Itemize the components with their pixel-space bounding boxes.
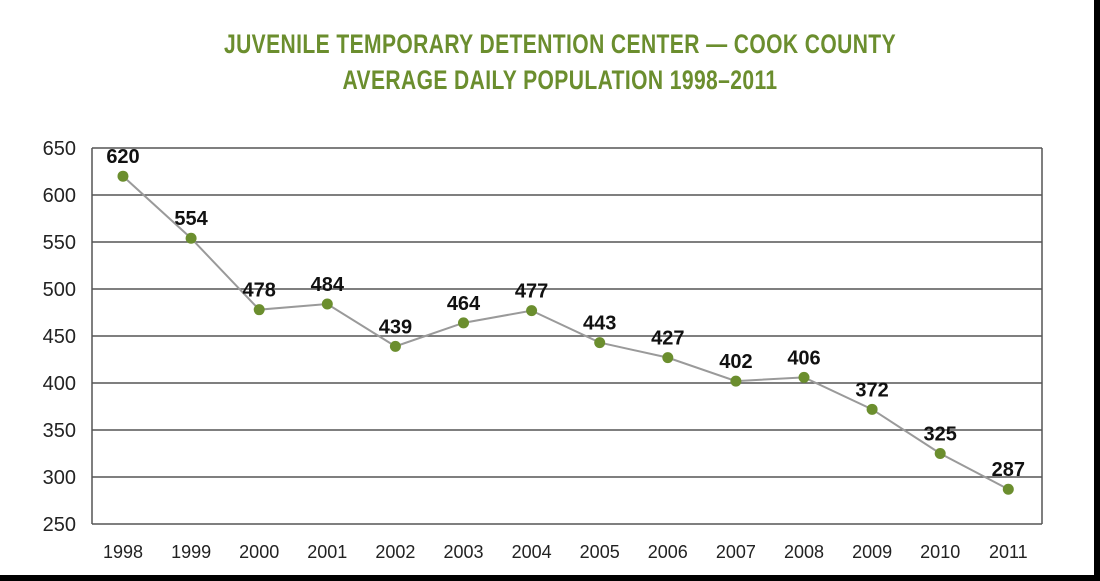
data-label: 427 [651,328,684,350]
data-label: 477 [515,281,548,303]
data-point [458,317,469,329]
data-label: 620 [106,146,139,168]
data-label: 443 [583,313,616,335]
x-tick-label: 2000 [239,542,279,562]
y-tick-label: 550 [43,232,76,254]
data-point [389,340,401,352]
data-point [253,304,265,316]
y-tick-label: 650 [43,138,76,160]
data-point [117,170,129,182]
data-point [526,305,538,317]
data-label: 406 [787,347,820,369]
data-label: 554 [174,208,208,230]
y-tick-label: 300 [43,467,76,489]
data-point [321,298,333,310]
data-point [594,337,606,349]
data-label: 464 [447,293,481,315]
y-tick-label: 350 [43,420,76,442]
x-tick-label: 2011 [989,542,1028,562]
data-label: 478 [243,280,276,302]
x-tick-label: 2007 [716,542,756,562]
y-tick-label: 600 [43,185,76,207]
x-tick-label: 1998 [103,542,143,562]
series-line [122,175,1009,491]
chart-title: JUVENILE TEMPORARY DETENTION CENTER — CO… [223,29,897,59]
data-label: 402 [719,351,752,373]
x-tick-label: 2005 [580,542,620,562]
data-point [730,375,742,387]
x-tick-label: 2009 [852,542,892,562]
data-label: 287 [992,459,1025,481]
x-tick-label: 2002 [375,542,415,562]
x-tick-label: 2004 [512,542,552,562]
y-tick-label: 250 [43,514,76,536]
data-point [798,371,810,383]
x-tick-label: 1999 [171,542,211,562]
data-point [185,232,197,244]
x-tick-label: 2001 [307,542,347,562]
x-tick-label: 2008 [784,542,824,562]
x-tick-label: 2006 [648,542,688,562]
data-point [662,352,674,364]
y-tick-label: 450 [43,326,76,348]
data-point [934,448,946,459]
y-tick-label: 500 [43,279,76,301]
data-label: 372 [855,379,888,401]
data-label: 325 [924,424,957,446]
chart-subtitle: AVERAGE DAILY POPULATION 1998–2011 [342,65,778,95]
y-tick-label: 400 [43,373,76,395]
data-point [1002,483,1014,495]
data-point [866,403,878,415]
chart-title-block: JUVENILE TEMPORARY DETENTION CENTER — CO… [0,26,1100,98]
data-label: 484 [311,274,345,296]
data-label: 439 [379,316,412,338]
x-tick-label: 2003 [443,542,483,562]
x-tick-label: 2010 [920,542,960,562]
